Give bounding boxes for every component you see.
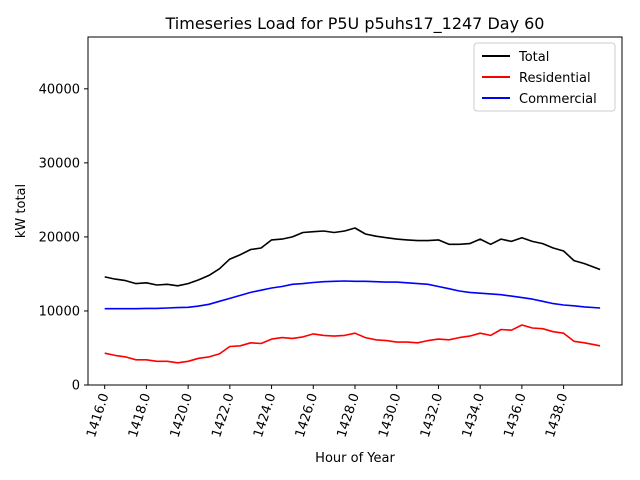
legend-label-residential: Residential — [519, 71, 591, 86]
y-axis-label: kW total — [14, 184, 29, 238]
y-tick-label: 10000 — [39, 304, 80, 319]
y-tick-label: 40000 — [39, 82, 80, 97]
chart-title: Timeseries Load for P5U p5uhs17_1247 Day… — [165, 14, 545, 34]
plot-border — [87, 36, 623, 386]
legend: Total Residential Commercial — [473, 42, 616, 112]
y-tick-label: 30000 — [39, 156, 80, 171]
y-tick-label: 20000 — [39, 230, 80, 245]
y-tick-label: 0 — [72, 379, 80, 394]
legend-label-total: Total — [518, 50, 549, 65]
legend-box — [473, 42, 616, 112]
series-line-total — [104, 227, 601, 287]
legend-label-commercial: Commercial — [519, 92, 597, 107]
series-layer — [104, 227, 601, 364]
x-axis-label: Hour of Year — [315, 451, 395, 466]
series-line-commercial — [104, 280, 601, 310]
spines — [87, 36, 623, 386]
series-line-residential — [104, 324, 601, 364]
